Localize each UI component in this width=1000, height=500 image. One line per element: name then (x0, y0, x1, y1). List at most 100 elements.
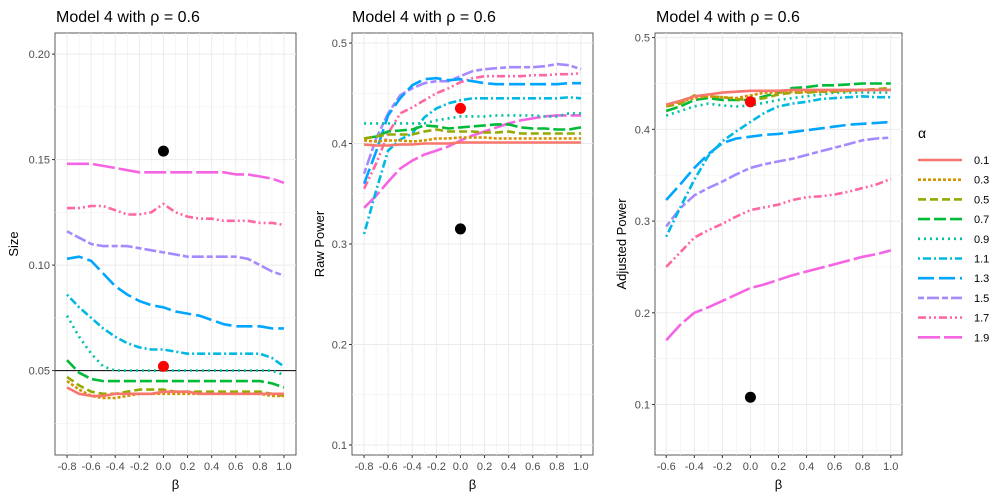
x-axis-label: β (469, 477, 476, 492)
legend-label: 1.9 (974, 332, 989, 344)
series-line-alpha-1.7 (67, 202, 285, 227)
series-line-alpha-0.7 (363, 123, 582, 140)
series-line-alpha-0.3 (363, 136, 581, 143)
legend-label: 0.7 (974, 214, 989, 226)
series-line-alpha-1.7 (665, 177, 892, 268)
x-tick-label: 0.0 (453, 461, 468, 473)
x-tick-label: 0.8 (855, 461, 870, 473)
x-tick-label: -0.6 (379, 461, 398, 473)
series-line-alpha-1.1 (66, 293, 285, 368)
y-tick-label: 0.3 (635, 216, 650, 228)
marker-point-black (157, 145, 169, 157)
series-line-alpha-0.5 (363, 128, 581, 140)
legend-label: 0.1 (974, 155, 989, 167)
series-line-alpha-1.1 (665, 95, 891, 238)
series-line-alpha-0.1 (363, 141, 581, 147)
x-tick-label: 1.0 (883, 461, 898, 473)
legend-item: 0.7 (918, 214, 989, 226)
marker-point-red (157, 360, 169, 372)
x-tick-label: 0.4 (799, 461, 814, 473)
series-line-alpha-0.1 (66, 386, 284, 398)
y-tick-label: 0.4 (635, 124, 650, 136)
x-tick-label: 0.8 (252, 461, 267, 473)
legend-item: 1.1 (918, 254, 989, 266)
series-line-alpha-0.1 (665, 88, 891, 106)
series-line-alpha-1.9 (665, 249, 892, 342)
legend-item: 0.9 (918, 234, 989, 246)
panel-size: Model 4 with ρ = 0.6 -0.8 -0.6 -0.4 -0.2 0.0… (6, 9, 297, 492)
panel-adjusted-power: Model 4 with ρ = 0.6 -0.6 -0.4 -0.2 0.0 0.2 0… (614, 9, 903, 492)
y-tick-label: 0.2 (332, 339, 347, 351)
panel-raw-power: Model 4 with ρ = 0.6 -0.8 -0.6 -0.4 -0.2 0.0… (312, 9, 594, 492)
marker-point-black (454, 223, 466, 235)
legend-label: 1.1 (974, 254, 989, 266)
legend-label: 1.7 (974, 313, 989, 325)
x-tick-label: -0.6 (657, 461, 676, 473)
series-line-alpha-1.5 (665, 136, 891, 228)
y-tick-label: 0.5 (635, 33, 650, 45)
x-tick-label: 1.0 (276, 461, 291, 473)
legend-item: 1.5 (918, 293, 989, 305)
y-tick-label: 0.10 (29, 260, 50, 272)
y-tick-label: 0.15 (29, 155, 50, 167)
x-tick-label: 0.0 (156, 461, 171, 473)
x-tick-label: 0.6 (827, 461, 842, 473)
series-line-alpha-1.5 (362, 62, 582, 175)
series-line-alpha-0.7 (665, 82, 891, 113)
y-tick-label: 0.2 (635, 308, 650, 320)
x-tick-label: 0.4 (501, 461, 516, 473)
x-tick-label: 0.2 (771, 461, 786, 473)
y-tick-label: 0.5 (332, 38, 347, 50)
panel-title: Model 4 with ρ = 0.6 (352, 9, 496, 26)
marker-point-red (744, 96, 756, 108)
marker-point-black (744, 391, 756, 403)
x-tick-label: 0.2 (180, 461, 195, 473)
y-axis-label: Adjusted Power (614, 198, 629, 290)
x-tick-label: 0.8 (549, 461, 564, 473)
x-tick-label: -0.8 (355, 461, 374, 473)
panel-title: Model 4 with ρ = 0.6 (656, 9, 800, 26)
legend-item: 1.9 (918, 332, 989, 344)
legend-label: 0.9 (974, 234, 989, 246)
y-tick-label: 0.3 (332, 239, 347, 251)
series-line-alpha-1.5 (66, 230, 285, 277)
series-line-alpha-0.9 (665, 91, 891, 117)
x-tick-label: 0.4 (204, 461, 219, 473)
legend-item: 0.1 (918, 155, 989, 167)
x-tick-label: 0.0 (743, 461, 758, 473)
y-tick-label: 0.4 (332, 139, 347, 151)
legend-item: 0.5 (918, 194, 989, 206)
x-tick-label: 1.0 (573, 461, 588, 473)
series-line-alpha-0.7 (66, 359, 285, 389)
series-line-alpha-1.7 (362, 71, 582, 190)
series-line-alpha-1.3 (665, 120, 891, 201)
series-line-alpha-0.9 (364, 112, 581, 125)
y-tick-label: 0.1 (635, 400, 650, 412)
legend-title: α (918, 125, 926, 141)
legend-item: 1.3 (918, 273, 989, 285)
x-tick-label: -0.4 (685, 461, 704, 473)
x-tick-label: 0.2 (477, 461, 492, 473)
legend-item: 1.7 (918, 313, 989, 325)
y-tick-label: 0.05 (29, 366, 50, 378)
x-tick-label: -0.8 (58, 461, 77, 473)
x-tick-label: 0.6 (228, 461, 243, 473)
x-tick-label: 0.6 (525, 461, 540, 473)
x-tick-label: -0.2 (130, 461, 149, 473)
y-axis-label: Raw Power (312, 210, 327, 277)
y-tick-label: 0.20 (29, 49, 50, 61)
x-tick-label: -0.2 (713, 461, 732, 473)
legend-label: 0.5 (974, 194, 989, 206)
x-axis-label: β (172, 477, 179, 492)
panel-title: Model 4 with ρ = 0.6 (56, 9, 200, 26)
series-line-alpha-1.9 (67, 162, 285, 185)
series-line-alpha-1.3 (66, 255, 284, 330)
x-axis-label: β (775, 477, 782, 492)
series-line-alpha-1.3 (362, 76, 581, 185)
x-tick-label: -0.4 (403, 461, 422, 473)
x-tick-label: -0.2 (427, 461, 446, 473)
legend-label: 1.3 (974, 273, 989, 285)
x-tick-label: -0.6 (82, 461, 101, 473)
legend-label: 0.3 (974, 175, 989, 187)
